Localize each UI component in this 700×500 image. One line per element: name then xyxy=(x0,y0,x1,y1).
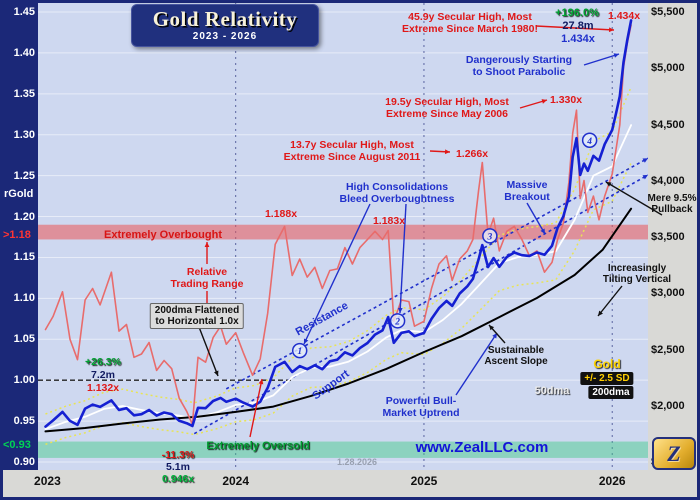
svg-text:3: 3 xyxy=(486,232,492,242)
consolidation-marker-2: 2 xyxy=(389,313,406,329)
right-axis-strip xyxy=(648,3,697,470)
consolidation-marker-4: 4 xyxy=(581,132,598,148)
chart-title: Gold Relativity xyxy=(152,7,298,31)
zeal-logo[interactable]: Z xyxy=(652,437,696,470)
consolidation-marker-1: 1 xyxy=(291,342,308,359)
svg-text:4: 4 xyxy=(586,137,592,147)
svg-text:1: 1 xyxy=(297,347,302,357)
svg-text:2: 2 xyxy=(394,317,400,327)
consolidation-marker-3: 3 xyxy=(482,228,498,244)
title-box: Gold Relativity 2023 - 2026 xyxy=(131,4,319,47)
zeal-logo-glyph: Z xyxy=(667,440,681,466)
chart-subtitle: 2023 - 2026 xyxy=(192,31,258,42)
bottom-axis-strip xyxy=(3,470,697,497)
